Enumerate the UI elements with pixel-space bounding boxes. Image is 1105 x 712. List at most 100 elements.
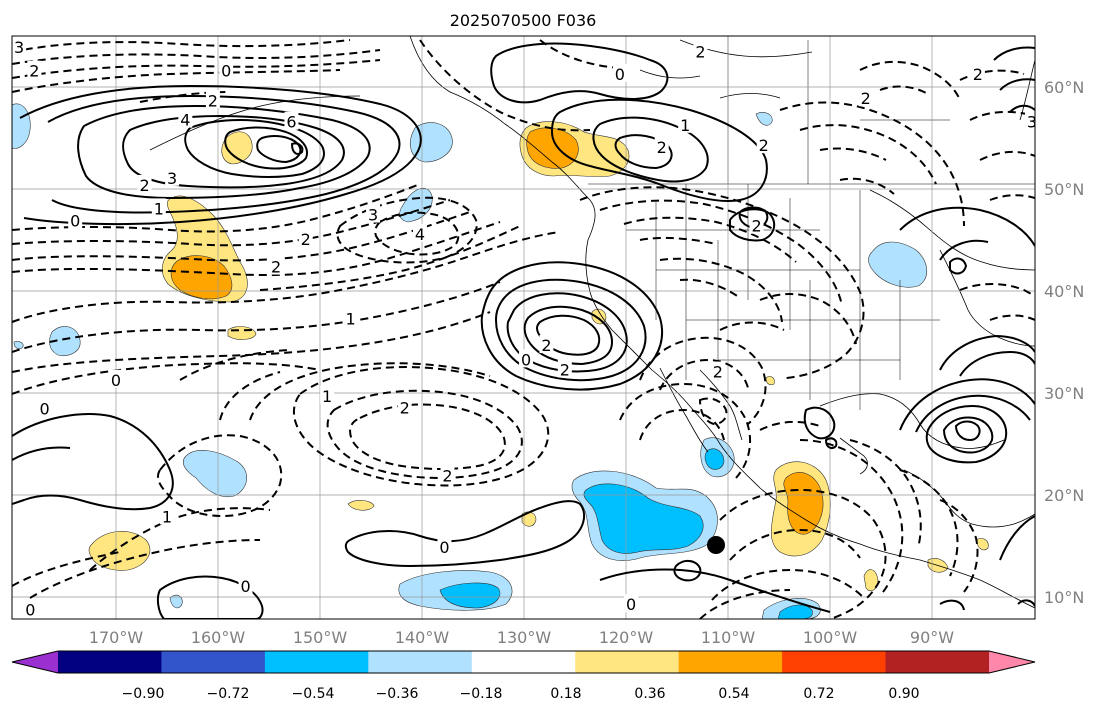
contour-label: 1 — [162, 507, 172, 526]
lon-label: 170°W — [89, 628, 144, 647]
contour-label: 2 — [541, 336, 551, 355]
contour-label-background — [298, 229, 313, 247]
contour-label: 0 — [111, 371, 121, 390]
contour-label: 0 — [221, 62, 231, 81]
contour-label: 3 — [368, 206, 378, 225]
longitude-labels: 170°W 160°W 150°W 140°W 130°W 120°W 110°… — [89, 628, 954, 647]
contour-label: 0 — [240, 577, 250, 596]
contour-label-background — [557, 359, 572, 378]
colorbar-extend-low — [12, 651, 58, 673]
contour-label-background — [612, 63, 627, 82]
contour-label-background — [858, 88, 873, 107]
latitude-labels: 60°N 50°N 40°N 30°N 20°N 10°N — [1044, 78, 1084, 607]
contour-label-background — [109, 369, 123, 388]
colorbar-outline — [11, 650, 1036, 674]
contour-label: 0 — [439, 538, 449, 557]
contour-label-background — [238, 575, 253, 594]
colorbar-tick-label: 0.72 — [803, 686, 834, 702]
contour-label: 0 — [70, 212, 80, 231]
contour-label-background — [284, 111, 299, 130]
lat-label: 20°N — [1044, 486, 1084, 505]
contour-label: 2 — [271, 258, 281, 277]
contour-label-background — [1024, 111, 1035, 130]
colorbar-segment — [678, 651, 783, 673]
contour-label-background — [23, 599, 38, 618]
colorbar-segment — [782, 651, 887, 673]
contour-label: 0 — [626, 595, 636, 614]
contour-label: 4 — [180, 111, 190, 130]
contour-label-background — [269, 256, 284, 275]
colorbar-segment — [575, 651, 680, 673]
contour-label-background — [693, 41, 708, 60]
contour-label: 1 — [346, 310, 356, 329]
lon-label: 160°W — [191, 628, 246, 647]
contour-label-background — [178, 109, 193, 128]
colorbar-tick-label: 0.36 — [634, 686, 665, 702]
contour-label: 2 — [29, 62, 39, 81]
contour-label: 0 — [40, 399, 50, 418]
contour-label-background — [756, 135, 771, 154]
contour-label-background — [710, 361, 725, 380]
contour-label-background — [970, 63, 985, 82]
contour-label: 1 — [322, 387, 332, 406]
colorbar-tick-label: −0.90 — [122, 686, 165, 702]
contour-label-background — [12, 37, 27, 56]
colorbar-segment — [264, 651, 369, 673]
contour-label: 2 — [695, 42, 705, 61]
contour-label-background — [219, 60, 234, 79]
lon-label: 110°W — [701, 628, 756, 647]
contour-label: 0 — [521, 350, 531, 369]
contour-label: 2 — [400, 398, 410, 417]
contour-label: 3 — [167, 169, 177, 188]
coastlines-and-borders — [149, 36, 1035, 609]
contour-label-background — [137, 174, 152, 193]
lon-label: 90°W — [910, 628, 954, 647]
contour-label: 2 — [657, 138, 667, 157]
contour-label: 1 — [680, 116, 690, 135]
lat-label: 10°N — [1044, 588, 1084, 607]
colorbar-tick-label: 0.90 — [888, 686, 919, 702]
colorbar-tick-labels: −0.90 −0.72 −0.54 −0.36 −0.18 0.18 0.36 … — [122, 686, 920, 702]
colorbar-tick-label: −0.54 — [292, 686, 335, 702]
contour-label: 2 — [208, 91, 218, 110]
contour-label-background — [397, 397, 412, 416]
contour-label: 2 — [560, 361, 570, 380]
contour-label-background — [678, 114, 693, 133]
colorbar-tick-label: −0.36 — [376, 686, 419, 702]
colorbar-tick-label: −0.18 — [460, 686, 503, 702]
colorbar — [11, 650, 1036, 674]
contour-label-background — [320, 386, 335, 405]
contour-label-background — [68, 210, 83, 229]
lon-label: 150°W — [293, 628, 348, 647]
contour-label: 4 — [415, 225, 425, 244]
colorbar-segment — [58, 651, 162, 673]
colorbar-segment — [368, 651, 473, 673]
contour-label-background — [205, 90, 220, 109]
contour-label-background — [539, 335, 554, 354]
contour-label: 2 — [301, 230, 311, 249]
contour-label-background — [343, 308, 358, 327]
contour-label: 6 — [286, 113, 296, 132]
colorbar-tick-label: 0.18 — [550, 686, 581, 702]
colorbar-tick-label: 0.54 — [718, 686, 749, 702]
contour-label: 2 — [139, 176, 149, 195]
contour-label: 2 — [751, 217, 761, 236]
colorbar-tick-label: −0.72 — [207, 686, 250, 702]
contour-label-background — [437, 537, 452, 556]
contour-label: 3 — [1027, 113, 1037, 132]
contour-label: 1 — [154, 199, 164, 218]
lat-label: 60°N — [1044, 78, 1084, 97]
lon-label: 100°W — [803, 628, 858, 647]
contour-label: 2 — [861, 89, 871, 108]
contour-label: 2 — [759, 136, 769, 155]
contour-label-background — [654, 137, 669, 156]
lat-label: 30°N — [1044, 384, 1084, 403]
contour-label-background — [519, 349, 534, 368]
contour-label-background — [151, 198, 166, 217]
contour-label-background — [165, 167, 180, 186]
colorbar-segment — [161, 651, 266, 673]
colorbar-segment — [471, 651, 576, 673]
contour-label-background — [412, 223, 427, 242]
